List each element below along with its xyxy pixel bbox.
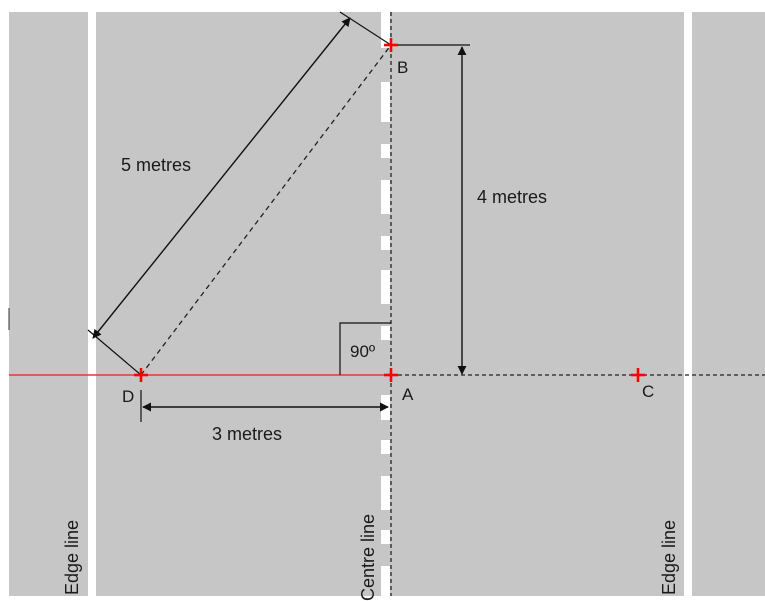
marker-c [631, 368, 645, 382]
left-edge-line-label: Edge line [62, 520, 82, 595]
image-border-left [0, 0, 9, 601]
image-border-bottom [0, 596, 765, 601]
marker-d [134, 368, 148, 382]
marker-a [384, 368, 398, 382]
right-angle-label: 90º [350, 342, 375, 361]
point-label-d: D [122, 387, 134, 406]
right-edge-line-label: Edge line [659, 520, 679, 595]
horizontal-label: 3 metres [212, 424, 282, 444]
centre-line-dashes [381, 12, 390, 596]
left-edge-line [88, 12, 96, 596]
right-edge-line [684, 12, 692, 596]
hypotenuse-dimension-arrow [92, 17, 351, 339]
hypotenuse-label: 5 metres [121, 155, 191, 175]
point-label-a: A [402, 385, 414, 404]
point-label-b: B [397, 58, 408, 77]
marker-b [384, 38, 398, 52]
point-label-c: C [642, 382, 654, 401]
centre-line-label: Centre line [358, 514, 378, 601]
image-border-top [0, 0, 765, 12]
vertical-label: 4 metres [477, 187, 547, 207]
